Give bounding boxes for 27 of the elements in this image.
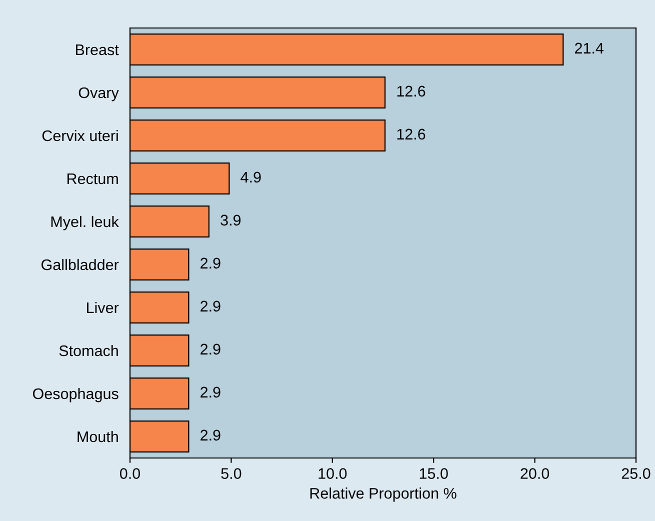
data-label: 21.4 — [575, 42, 604, 54]
data-label: 2.9 — [200, 258, 220, 269]
data-label: 2.9 — [200, 344, 220, 355]
y-tick-label: Myel. leuk — [51, 216, 119, 230]
y-tick-label: Rectum — [68, 174, 118, 184]
data-label: 12.6 — [397, 86, 426, 97]
x-tick-label: 15.0 — [420, 468, 448, 479]
x-tick-label: 10.0 — [318, 468, 347, 479]
y-tick-label: Stomach — [59, 344, 118, 356]
x-axis-title: Relative Proportion % — [310, 488, 456, 502]
y-tick-label: Oesophagus — [32, 388, 118, 402]
data-label: 2.9 — [200, 300, 220, 312]
y-tick-label: Liver — [87, 302, 119, 314]
data-label: 3.9 — [220, 214, 241, 226]
x-tick-label: 5.0 — [221, 468, 242, 479]
y-tick-label: Gallbladder — [42, 258, 119, 270]
data-label: 4.9 — [240, 172, 261, 183]
y-tick-label: Cervix uteri — [42, 130, 118, 142]
x-tick-label: 20.0 — [520, 468, 550, 479]
data-label: 2.9 — [200, 430, 220, 441]
data-label: 12.6 — [397, 128, 426, 140]
x-tick-label: 25.0 — [622, 468, 650, 479]
y-tick-label: Mouth — [78, 430, 118, 442]
y-tick-label: Ovary — [78, 87, 119, 102]
x-tick-label: 0.0 — [120, 468, 140, 479]
y-tick-label: Breast — [76, 44, 119, 56]
data-label: 2.9 — [200, 386, 220, 398]
